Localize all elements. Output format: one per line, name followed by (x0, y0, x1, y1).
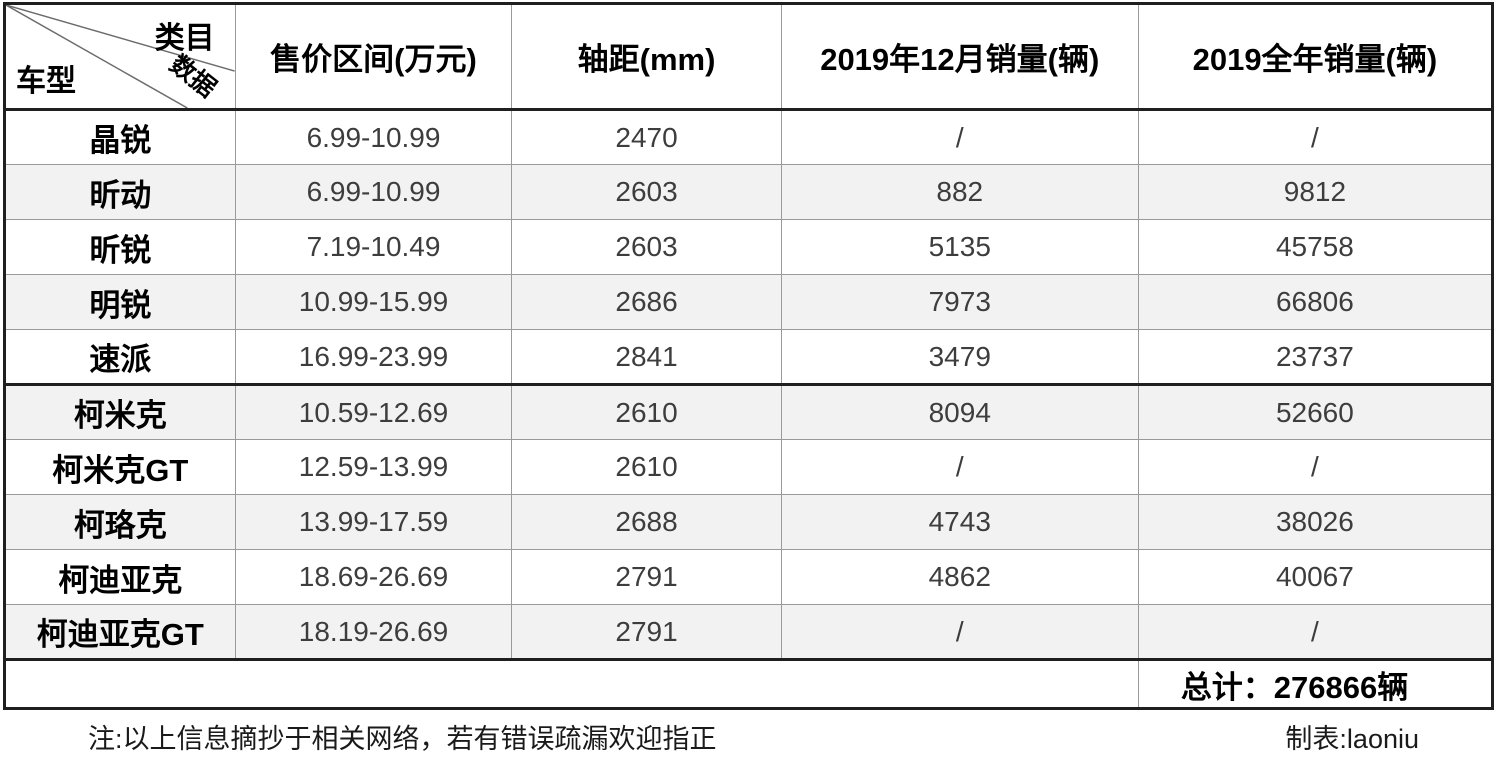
year-sales-cell: / (1137, 439, 1494, 495)
dec-sales-cell: 3479 (780, 329, 1139, 385)
price-cell: 18.19-26.69 (234, 604, 513, 660)
year-sales-cell: / (1137, 604, 1494, 660)
table-row: 昕锐 7.19-10.49 2603 5135 45758 (4, 219, 1494, 275)
col-header-wheelbase: 轴距(mm) (511, 3, 782, 111)
model-cell: 昕锐 (4, 219, 236, 275)
col-header-price-range: 售价区间(万元) (234, 3, 513, 111)
model-cell: 柯米克GT (4, 439, 236, 495)
wheelbase-cell: 2841 (511, 329, 782, 385)
author-credit: 制表:laoniu (1285, 724, 1419, 754)
price-cell: 6.99-10.99 (234, 164, 513, 220)
wheelbase-cell: 2603 (511, 164, 782, 220)
dec-sales-cell: / (780, 604, 1139, 660)
footer-notes: 注:以上信息摘抄于相关网络，若有错误疏漏欢迎指正 制表:laoniu (3, 710, 1494, 756)
year-sales-cell: 40067 (1137, 549, 1494, 605)
table-row: 柯米克 10.59-12.69 2610 8094 52660 (4, 383, 1494, 440)
dec-sales-cell: 5135 (780, 219, 1139, 275)
wheelbase-cell: 2791 (511, 604, 782, 660)
header-row: 类目 数据 车型 售价区间(万元) 轴距(mm) 2019年12月销量(辆) 2… (4, 3, 1494, 111)
price-cell: 12.59-13.99 (234, 439, 513, 495)
dec-sales-cell: 4743 (780, 494, 1139, 550)
col-header-dec-2019-sales: 2019年12月销量(辆) (780, 3, 1139, 111)
price-cell: 16.99-23.99 (234, 329, 513, 385)
price-cell: 13.99-17.59 (234, 494, 513, 550)
dec-sales-cell: / (780, 109, 1139, 165)
dec-sales-cell: / (780, 439, 1139, 495)
table-row: 昕动 6.99-10.99 2603 882 9812 (4, 164, 1494, 220)
year-sales-cell: 52660 (1137, 383, 1494, 440)
model-cell: 速派 (4, 329, 236, 385)
price-cell: 10.99-15.99 (234, 274, 513, 330)
year-sales-cell: 23737 (1137, 329, 1494, 385)
model-cell: 柯迪亚克GT (4, 604, 236, 660)
year-sales-cell: 45758 (1137, 219, 1494, 275)
model-cell: 柯珞克 (4, 494, 236, 550)
year-sales-cell: / (1137, 109, 1494, 165)
total-empty-cell (4, 658, 1139, 709)
table-row: 柯珞克 13.99-17.59 2688 4743 38026 (4, 494, 1494, 550)
wheelbase-cell: 2791 (511, 549, 782, 605)
dec-sales-cell: 8094 (780, 383, 1139, 440)
year-sales-cell: 9812 (1137, 164, 1494, 220)
col-header-year-2019-sales: 2019全年销量(辆) (1137, 3, 1494, 111)
dec-sales-cell: 882 (780, 164, 1139, 220)
wheelbase-cell: 2610 (511, 383, 782, 440)
diagonal-lines-icon (6, 5, 235, 107)
price-cell: 18.69-26.69 (234, 549, 513, 605)
total-cell: 总计：276866辆 (1137, 658, 1494, 709)
wheelbase-cell: 2470 (511, 109, 782, 165)
table-row: 明锐 10.99-15.99 2686 7973 66806 (4, 274, 1494, 330)
wheelbase-cell: 2603 (511, 219, 782, 275)
corner-label-model: 车型 (16, 65, 76, 98)
table-row: 柯迪亚克GT 18.19-26.69 2791// (4, 604, 1494, 660)
corner-label-category: 类目 (154, 22, 215, 55)
dec-sales-cell: 7973 (780, 274, 1139, 330)
price-cell: 10.59-12.69 (234, 383, 513, 440)
table-row: 柯米克GT 12.59-13.99 2610// (4, 439, 1494, 495)
wheelbase-cell: 2686 (511, 274, 782, 330)
dec-sales-cell: 4862 (780, 549, 1139, 605)
model-cell: 明锐 (4, 274, 236, 330)
table-row: 晶锐 6.99-10.99 2470// (4, 109, 1494, 165)
source-note: 注:以上信息摘抄于相关网络，若有错误疏漏欢迎指正 (88, 724, 717, 754)
table-row: 速派 16.99-23.99 2841 3479 23737 (4, 329, 1494, 385)
model-cell: 柯米克 (4, 383, 236, 440)
model-cell: 昕动 (4, 164, 236, 220)
table-body: 晶锐 6.99-10.99 2470// 昕动 6.99-10.99 2603 882 981… (4, 109, 1494, 660)
wheelbase-cell: 2688 (511, 494, 782, 550)
year-sales-cell: 66806 (1137, 274, 1494, 330)
year-sales-cell: 38026 (1137, 494, 1494, 550)
table-row: 柯迪亚克 18.69-26.69 2791 4862 40067 (4, 549, 1494, 605)
model-cell: 晶锐 (4, 109, 236, 165)
model-cell: 柯迪亚克 (4, 549, 236, 605)
wheelbase-cell: 2610 (511, 439, 782, 495)
price-cell: 7.19-10.49 (234, 219, 513, 275)
total-row: 总计：276866辆 (4, 658, 1494, 709)
car-sales-table: 类目 数据 车型 售价区间(万元) 轴距(mm) 2019年12月销量(辆) 2… (3, 2, 1494, 710)
corner-cell: 类目 数据 车型 (4, 3, 236, 111)
price-cell: 6.99-10.99 (234, 109, 513, 165)
